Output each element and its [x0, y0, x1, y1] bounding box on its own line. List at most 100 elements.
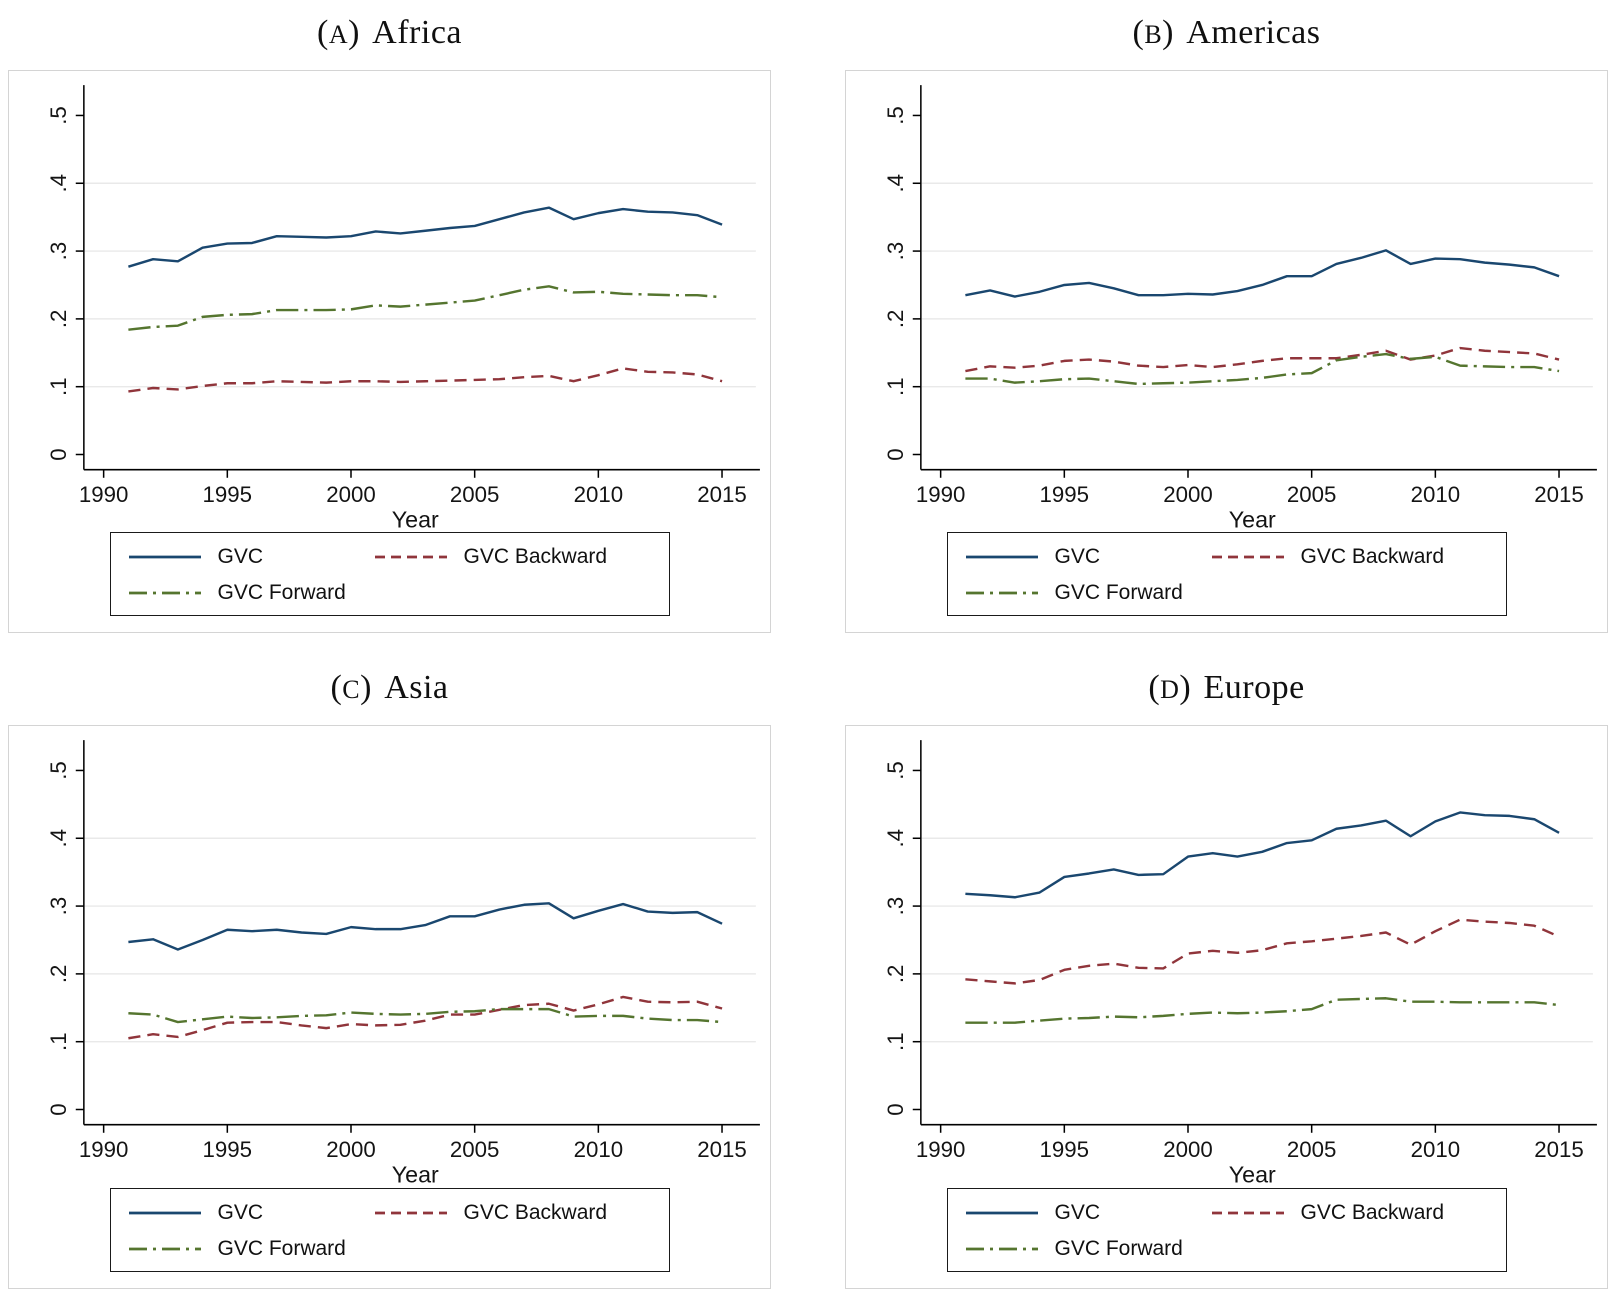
title-letter: B — [1144, 20, 1163, 49]
title-name: Africa — [372, 14, 462, 51]
svg-text:.1: .1 — [46, 1033, 71, 1052]
svg-text:Year: Year — [1229, 1162, 1276, 1186]
svg-text:2005: 2005 — [1287, 1137, 1337, 1162]
plot-region-africa: 0.1.2.3.4.5 1990 1995 2000 2005 2010 2015 Year … — [8, 70, 771, 634]
legend-label-gvc: GVC — [1054, 545, 1101, 569]
panel-title-europe: (D) Europe — [845, 669, 1608, 707]
legend-asia: GVC GVC Backward GVC Forward — [109, 1187, 670, 1272]
title-letter: D — [1160, 675, 1180, 705]
legend-label-gvc: GVC — [217, 1200, 264, 1224]
svg-text:.3: .3 — [46, 242, 71, 261]
title-name: Americas — [1186, 14, 1321, 51]
gvc-backward-dashed-line-key-icon — [374, 556, 447, 559]
svg-text:.2: .2 — [883, 965, 908, 984]
gvc-backward-dashed-line-key-icon — [1211, 1211, 1284, 1215]
title-name: Asia — [384, 669, 449, 707]
svg-text:2015: 2015 — [697, 1137, 747, 1162]
svg-text:2015: 2015 — [697, 482, 747, 507]
legend-label-gvc: GVC — [1054, 1200, 1101, 1224]
title-paren-close: ) — [360, 669, 372, 707]
svg-text:2000: 2000 — [326, 482, 376, 507]
legend-item-gvc-forward: GVC Forward — [964, 1237, 1210, 1261]
svg-text:0: 0 — [46, 448, 71, 460]
legend-item-gvc: GVC — [127, 1201, 373, 1225]
gvc-backward-dashed-line-key-icon — [1211, 556, 1284, 559]
svg-text:2015: 2015 — [1534, 482, 1584, 507]
gvc-solid-line-key-icon — [965, 1211, 1038, 1215]
legend-label-gvc-forward: GVC Forward — [217, 1236, 346, 1260]
legend-item-gvc: GVC — [127, 545, 373, 569]
gvc-backward-dashed-line-key-icon — [374, 1211, 447, 1215]
legend-label-gvc-forward: GVC Forward — [1054, 581, 1183, 605]
title-letter: A — [328, 20, 349, 49]
legend-label-gvc-forward: GVC Forward — [1054, 1236, 1183, 1260]
legend-label-gvc-forward: GVC Forward — [217, 581, 346, 605]
legend-item-gvc: GVC — [964, 545, 1210, 569]
svg-text:Year: Year — [392, 506, 439, 530]
panel-asia: (C) Asia 0 .1 .2 .3 .4 .5 1990 1995 2000 2005 2010 2… — [8, 657, 771, 1289]
svg-text:0: 0 — [883, 448, 908, 460]
svg-text:0: 0 — [46, 1104, 71, 1116]
legend-item-gvc-backward: GVC Backward — [1210, 1201, 1486, 1225]
chart-africa: 0 .1 .2 .3 .4 .5 1990 1995 2000 2005 2010 2015 Year — [46, 85, 760, 530]
svg-text:.5: .5 — [46, 106, 71, 125]
svg-text:2015: 2015 — [1534, 1137, 1584, 1162]
svg-text:2005: 2005 — [450, 482, 500, 507]
svg-text:1995: 1995 — [1040, 1137, 1090, 1162]
legend-item-gvc-backward: GVC Backward — [1210, 545, 1486, 569]
plot-region-europe: 0.1.2.3.4.5 1990 1995 2000 2005 2010 2015 Year … — [845, 725, 1608, 1289]
title-letter: C — [342, 675, 361, 705]
legend-item-gvc: GVC — [964, 1201, 1210, 1225]
plot-region-americas: 0.1.2.3.4.5 1990 1995 2000 2005 2010 2015 Year … — [845, 70, 1608, 634]
panel-africa: (A) Africa 0 .1 .2 .3 .4 .5 1990 1995 2000 2005 201… — [8, 2, 771, 634]
title-paren-close: ) — [1162, 14, 1174, 51]
svg-text:.2: .2 — [883, 310, 908, 329]
panel-title-americas: (B) Americas — [845, 14, 1608, 52]
legend-americas: GVC GVC Backward GVC Forward — [946, 532, 1507, 617]
panel-title-asia: (C) Asia — [8, 669, 771, 707]
title-paren-open: ( — [1132, 14, 1145, 51]
title-name: Europe — [1203, 669, 1305, 707]
gvc-solid-line-key-icon — [965, 556, 1038, 559]
svg-text:1995: 1995 — [203, 1137, 252, 1162]
title-paren-close: ) — [348, 14, 360, 51]
svg-text:1990: 1990 — [79, 1137, 129, 1162]
svg-text:.4: .4 — [46, 174, 71, 193]
legend-item-gvc-backward: GVC Backward — [373, 545, 649, 569]
svg-text:1995: 1995 — [1040, 482, 1090, 507]
svg-text:.5: .5 — [883, 106, 908, 125]
legend-label-gvc-backward: GVC Backward — [1300, 545, 1445, 569]
svg-text:Year: Year — [392, 1162, 439, 1186]
svg-text:.1: .1 — [883, 1033, 908, 1052]
chart-europe: 0 .1 .2 .3 .4 .5 1990 1995 2000 2005 2010 2015 Year — [883, 740, 1597, 1186]
legend-africa: GVC GVC Backward GVC Forward — [109, 532, 670, 617]
svg-text:.3: .3 — [883, 242, 908, 261]
svg-text:2010: 2010 — [574, 1137, 624, 1162]
svg-text:Year: Year — [1229, 506, 1276, 530]
gvc-solid-line-key-icon — [128, 556, 201, 559]
svg-text:2000: 2000 — [326, 1137, 376, 1162]
plot-region-asia: 0.1.2.3.4.5 1990 1995 2000 2005 2010 2015 Year … — [8, 725, 771, 1289]
legend-item-gvc-forward: GVC Forward — [964, 581, 1210, 605]
gvc-forward-dashdot-line-key-icon — [128, 1247, 201, 1251]
title-paren-open: ( — [317, 14, 329, 51]
svg-text:.3: .3 — [883, 897, 908, 916]
svg-text:.4: .4 — [46, 829, 71, 848]
gvc-forward-dashdot-line-key-icon — [965, 1247, 1038, 1251]
svg-text:.4: .4 — [883, 174, 908, 193]
panel-title-africa: (A) Africa — [8, 14, 771, 52]
title-paren-open: ( — [1148, 669, 1161, 707]
svg-text:2010: 2010 — [574, 482, 624, 507]
svg-text:2010: 2010 — [1411, 1137, 1461, 1162]
svg-text:2005: 2005 — [450, 1137, 500, 1162]
legend-label-gvc-backward: GVC Backward — [463, 1200, 608, 1224]
gvc-solid-line-key-icon — [128, 1211, 201, 1215]
svg-text:.2: .2 — [46, 965, 71, 984]
legend-label-gvc-backward: GVC Backward — [463, 545, 608, 569]
svg-text:2010: 2010 — [1411, 482, 1461, 507]
chart-americas: 0 .1 .2 .3 .4 .5 1990 1995 2000 2005 2010 2015 Year — [883, 85, 1597, 530]
legend-item-gvc-forward: GVC Forward — [127, 1237, 373, 1261]
svg-text:0: 0 — [883, 1104, 908, 1116]
